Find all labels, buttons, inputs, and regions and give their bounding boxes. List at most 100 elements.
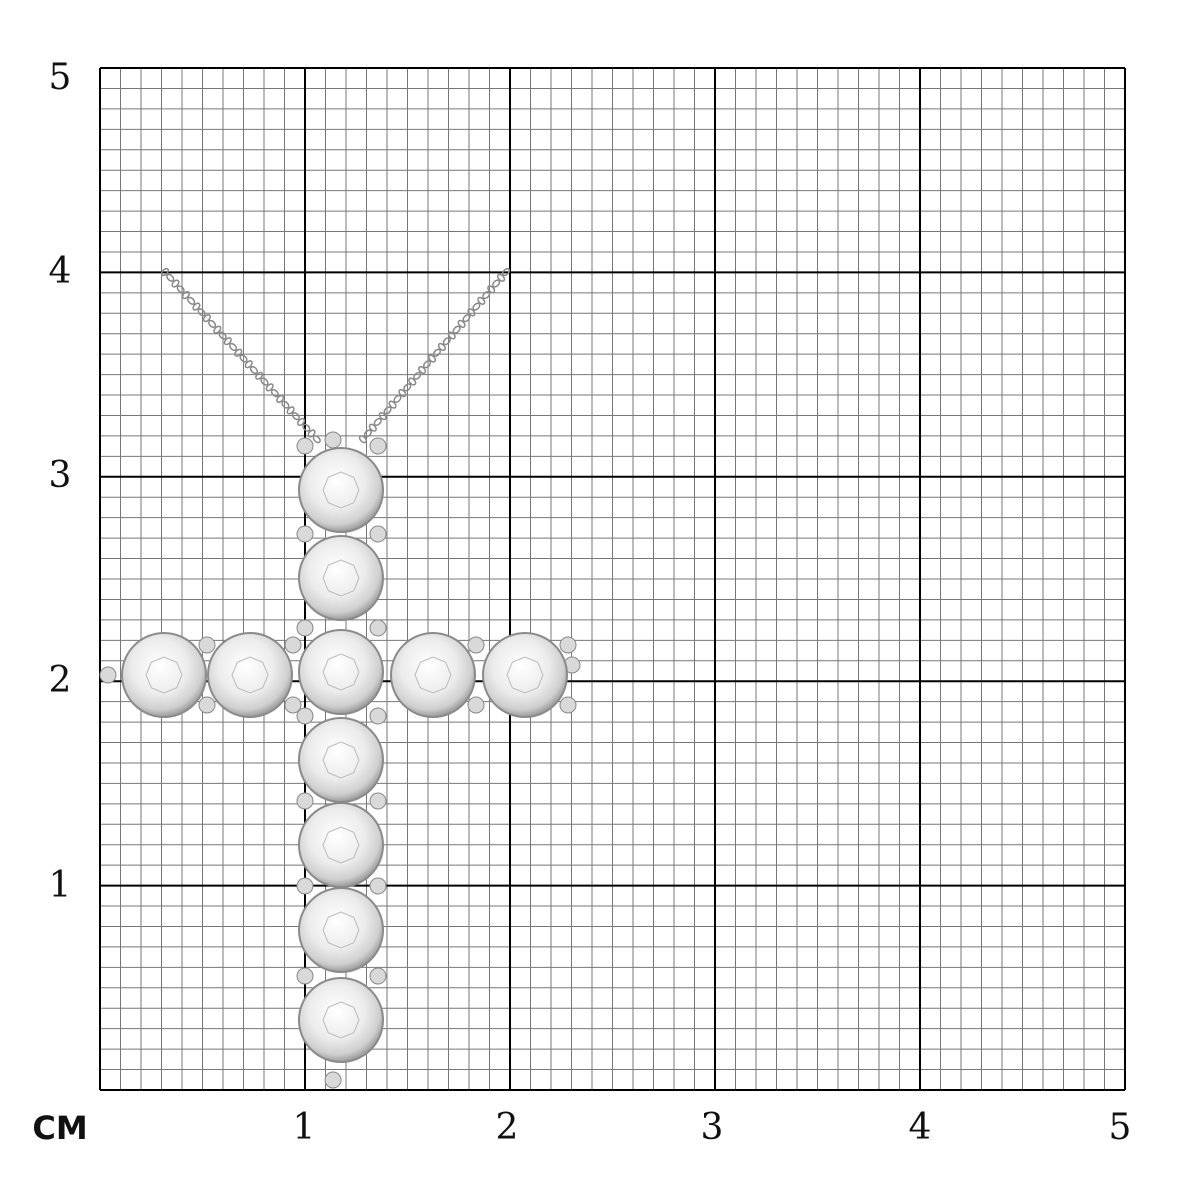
stone-facet xyxy=(322,1001,360,1039)
chain-link xyxy=(467,308,476,317)
chain-link xyxy=(213,325,222,334)
stone-facet xyxy=(145,656,183,694)
stone-facet xyxy=(322,653,360,691)
prong xyxy=(369,707,387,725)
chain-link xyxy=(477,296,486,305)
prong xyxy=(559,636,577,654)
y-tick-label: 4 xyxy=(48,251,72,292)
prong xyxy=(296,967,314,985)
prong xyxy=(99,666,117,684)
chain-link xyxy=(244,360,253,369)
chain-link xyxy=(249,365,259,375)
chain-link xyxy=(462,314,471,323)
x-tick-label: 2 xyxy=(495,1107,519,1148)
diamond-stone xyxy=(298,447,384,533)
prong xyxy=(467,696,485,714)
chain-link xyxy=(427,354,437,363)
stone-facet xyxy=(414,656,452,694)
chain-link xyxy=(492,279,501,288)
chain-link xyxy=(452,325,461,334)
diamond-stone xyxy=(298,802,384,888)
chain-link xyxy=(192,302,201,311)
diamond-stone xyxy=(298,977,384,1063)
chain-link xyxy=(393,394,402,403)
chain-link xyxy=(171,279,180,288)
diamond-stone xyxy=(298,887,384,973)
chain-link xyxy=(208,319,217,328)
chain-link xyxy=(260,377,269,386)
chain-link xyxy=(197,308,206,317)
chain-link xyxy=(432,348,442,357)
chain-link xyxy=(281,400,290,409)
chain-link xyxy=(223,337,232,346)
prong xyxy=(296,619,314,637)
chain-link xyxy=(472,302,481,311)
unit-label: CM xyxy=(32,1109,88,1147)
diamond-stone xyxy=(298,535,384,621)
chain-link xyxy=(496,273,506,282)
chain-link xyxy=(363,429,372,438)
chain-link xyxy=(276,394,285,403)
prong xyxy=(296,792,314,810)
chain-link xyxy=(312,435,321,444)
diamond-stone xyxy=(298,717,384,803)
prong xyxy=(324,431,342,449)
x-tick-label: 1 xyxy=(292,1107,316,1148)
chain-link xyxy=(270,389,279,398)
chain-link xyxy=(265,383,274,392)
prong xyxy=(559,696,577,714)
diamond-stone xyxy=(121,632,207,718)
chain-link xyxy=(373,417,382,427)
chain-link xyxy=(487,285,496,294)
chain-link xyxy=(422,360,432,369)
chain-link xyxy=(181,290,191,300)
prong xyxy=(467,636,485,654)
chain-link xyxy=(228,342,238,352)
chain-link xyxy=(413,371,422,380)
chain-link xyxy=(378,412,387,421)
chain-link xyxy=(302,423,311,432)
chain-link xyxy=(160,267,170,277)
chain-link xyxy=(418,365,427,375)
chain-link xyxy=(398,389,407,398)
chain-link xyxy=(234,348,243,357)
chain-link xyxy=(239,354,248,363)
prong xyxy=(296,525,314,543)
stone-facet xyxy=(322,826,360,864)
diamond-stone xyxy=(482,632,568,718)
diamond-stone xyxy=(390,632,476,718)
chain-link xyxy=(296,417,306,427)
diamond-stone xyxy=(298,629,384,715)
prong xyxy=(198,636,216,654)
stone-facet xyxy=(322,471,360,509)
stone-facet xyxy=(506,656,544,694)
chain-link xyxy=(176,285,185,294)
chain-link xyxy=(501,267,511,277)
chain-link xyxy=(437,342,446,352)
prong xyxy=(369,877,387,895)
cross-pendant xyxy=(99,267,581,1089)
prong xyxy=(369,967,387,985)
y-tick-label: 5 xyxy=(48,57,72,98)
chain-link xyxy=(286,406,295,415)
chain-link xyxy=(408,377,417,386)
prong xyxy=(284,636,302,654)
chain-link xyxy=(482,290,491,300)
prong xyxy=(198,696,216,714)
chain-link xyxy=(187,296,196,305)
chain-link xyxy=(166,273,175,282)
chain-link xyxy=(358,435,368,444)
stone-facet xyxy=(322,741,360,779)
prong xyxy=(369,619,387,637)
prong xyxy=(369,437,387,455)
prong xyxy=(284,696,302,714)
prong xyxy=(296,707,314,725)
diamond-stone xyxy=(207,632,293,718)
stone-facet xyxy=(322,911,360,949)
prong xyxy=(369,525,387,543)
chain-link xyxy=(442,337,451,346)
prong xyxy=(324,1071,342,1089)
chain-link xyxy=(383,406,392,415)
x-tick-label: 3 xyxy=(700,1107,724,1148)
y-tick-label: 1 xyxy=(48,865,72,906)
